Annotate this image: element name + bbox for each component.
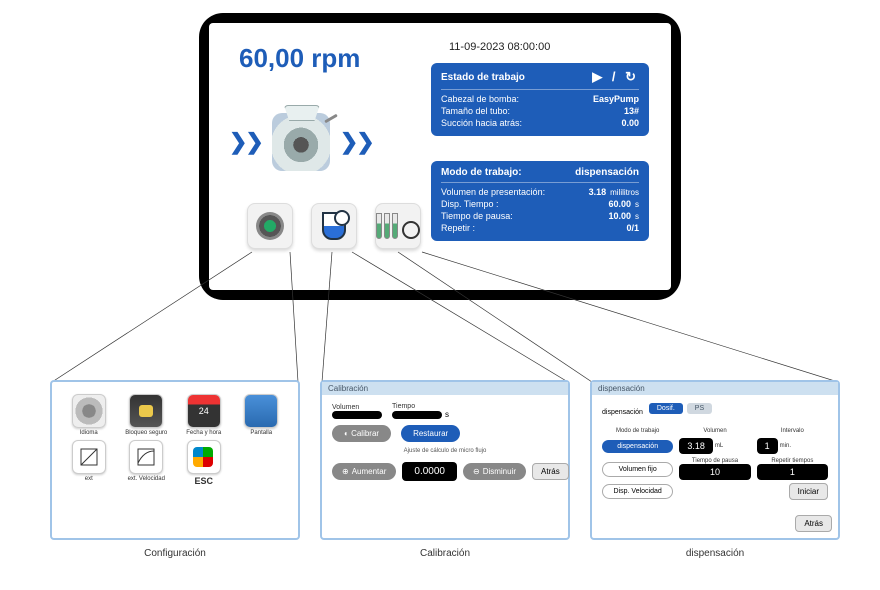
mode-toggle[interactable]: Dosif. PS <box>649 403 712 414</box>
mode-title: Modo de trabajo: <box>441 167 522 178</box>
col-label: Intervalo <box>757 428 828 434</box>
pause-time-value[interactable]: 10 <box>679 464 750 480</box>
flow-out-chevrons-icon: ❯❯ <box>340 129 373 155</box>
config-item-display[interactable]: Pantalla <box>235 394 289 436</box>
dispensing-panel: dispensación dispensación Dosif. PS Modo… <box>590 380 840 540</box>
display-icon <box>244 394 278 428</box>
time-label: Tiempo <box>392 403 434 410</box>
time-input[interactable] <box>392 411 442 419</box>
config-item-ext[interactable]: ext <box>62 440 116 486</box>
config-item-label: ext. Velocidad <box>120 476 174 482</box>
volume-input[interactable] <box>332 411 382 419</box>
config-caption: Configuración <box>50 548 300 559</box>
shortcut-row <box>247 203 421 249</box>
calibration-panel: Calibración Volumen Tiempo s ◐ Calibrar … <box>320 380 570 540</box>
tablet-device: 60,00 rpm 11-09-2023 08:00:00 ❯❯ ❯❯ Esta… <box>199 13 681 300</box>
interval-value[interactable]: 1 <box>757 438 778 454</box>
status-row-value: 13# <box>624 106 639 116</box>
start-button[interactable]: Iniciar <box>789 483 828 500</box>
flow-in-chevrons-icon: ❯❯ <box>229 129 262 155</box>
ext-icon <box>72 440 106 474</box>
pump-flow-row: ❯❯ ❯❯ <box>229 113 373 171</box>
status-row-value: 0.00 <box>621 118 639 128</box>
status-row-label: Cabezal de bomba: <box>441 94 519 104</box>
status-row-value: EasyPump <box>593 94 639 104</box>
status-row-label: Tamaño del tubo: <box>441 106 510 116</box>
mode-row-unit: s <box>635 212 639 221</box>
volume-unit: mL <box>715 443 723 449</box>
dispensing-section-label: dispensación <box>602 409 643 416</box>
mode-value: dispensación <box>575 167 639 178</box>
calibration-caption: Calibración <box>320 548 570 559</box>
calendar-icon: 24 <box>187 394 221 428</box>
col-label: Modo de trabajo <box>602 428 673 434</box>
calibrate-button[interactable]: ◐ Calibrar <box>332 425 391 442</box>
config-item-label: Idioma <box>62 430 116 436</box>
interval-unit: min. <box>780 443 791 449</box>
mode-row-value: 3.18 <box>589 187 607 197</box>
config-item-label: ext <box>62 476 116 482</box>
volume-label: Volumen <box>332 404 374 411</box>
restore-button[interactable]: Restaurar <box>401 425 460 442</box>
ext-speed-icon <box>129 440 163 474</box>
config-item-label: Bloqueo seguro <box>120 430 174 436</box>
config-item-esc[interactable]: ESC <box>177 440 231 486</box>
mode-row-label: Volumen de presentación: <box>441 187 545 197</box>
mode-row-unit: s <box>635 200 639 209</box>
mode-row-value: 60.00 <box>608 199 631 209</box>
config-item-ext-speed[interactable]: ext. Velocidad <box>120 440 174 486</box>
mode-fixed-volume-button[interactable]: Volumen fijo <box>602 462 673 477</box>
lock-icon <box>129 394 163 428</box>
tablet-screen: 60,00 rpm 11-09-2023 08:00:00 ❯❯ ❯❯ Esta… <box>209 23 671 290</box>
status-title: Estado de trabajo <box>441 72 525 83</box>
dispensing-titlebar: dispensación <box>592 382 838 395</box>
settings-shortcut[interactable] <box>247 203 293 249</box>
mode-panel: Modo de trabajo: dispensación Volumen de… <box>431 161 649 241</box>
time-unit: s <box>445 410 449 419</box>
dispensing-shortcut[interactable] <box>375 203 421 249</box>
calibration-footer-label: Ajuste de cálculo de micro flujo <box>332 448 558 454</box>
mode-row-value: 0/1 <box>626 223 639 233</box>
status-row-label: Succión hacia atrás: <box>441 118 522 128</box>
config-item-label: Fecha y hora <box>177 430 231 436</box>
config-item-datetime[interactable]: 24 Fecha y hora <box>177 394 231 436</box>
esc-icon <box>187 440 221 474</box>
mode-row-label: Tiempo de pausa: <box>441 211 513 221</box>
config-item-label: Pantalla <box>235 430 289 436</box>
decrease-button[interactable]: ⊖ Disminuir <box>463 463 526 480</box>
gear-icon <box>256 212 284 240</box>
mode-row-label: Disp. Tiempo : <box>441 199 499 209</box>
mode-speed-button[interactable]: Disp. Velocidad <box>602 484 673 499</box>
datetime-display: 11-09-2023 08:00:00 <box>449 41 550 53</box>
mode-dispensing-button[interactable]: dispensación <box>602 440 673 453</box>
calibration-value: 0.0000 <box>402 462 457 481</box>
beaker-icon <box>322 212 346 240</box>
back-button[interactable]: Atrás <box>532 463 569 480</box>
mode-row-unit: mililitros <box>610 188 639 197</box>
status-panel: Estado de trabajo ▶ / ↻ Cabezal de bomba… <box>431 63 649 136</box>
play-loop-icon[interactable]: ▶ / ↻ <box>592 69 639 85</box>
col-label: Volumen <box>679 428 750 434</box>
increase-button[interactable]: ⊕ Aumentar <box>332 463 396 480</box>
mode-row-label: Repetir : <box>441 223 475 233</box>
volume-value[interactable]: 3.18 <box>679 438 713 454</box>
calibration-shortcut[interactable] <box>311 203 357 249</box>
config-item-language[interactable]: Idioma <box>62 394 116 436</box>
dispensing-caption: dispensación <box>590 548 840 559</box>
mode-row-value: 10.00 <box>608 211 631 221</box>
tubes-timer-icon <box>376 213 420 239</box>
config-panel: Idioma Bloqueo seguro 24 Fecha y hora Pan… <box>50 380 300 540</box>
pump-head-icon <box>272 113 330 171</box>
config-item-label: ESC <box>177 476 231 486</box>
config-item-lock[interactable]: Bloqueo seguro <box>120 394 174 436</box>
repeat-value[interactable]: 1 <box>757 464 828 480</box>
gear-icon <box>72 394 106 428</box>
mode-toggle-on[interactable]: Dosif. <box>649 403 683 414</box>
mode-toggle-off[interactable]: PS <box>687 403 712 414</box>
calibration-titlebar: Calibración <box>322 382 568 395</box>
rpm-display: 60,00 rpm <box>239 43 360 74</box>
back-button[interactable]: Atrás <box>795 515 832 532</box>
